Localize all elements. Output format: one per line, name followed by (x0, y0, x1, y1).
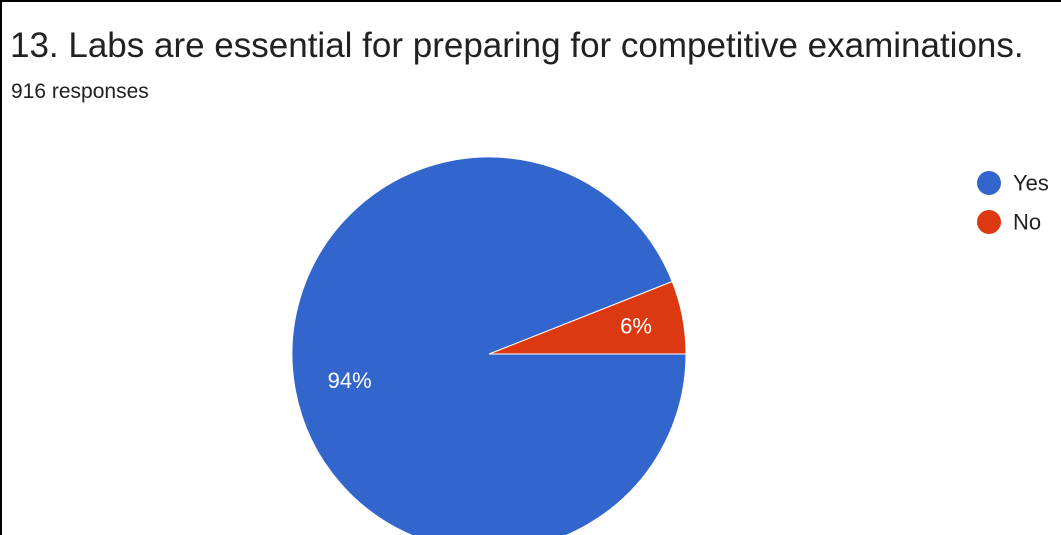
pie-slice-yes (291, 156, 687, 535)
response-count: 916 responses (11, 80, 149, 103)
legend: Yes No (977, 171, 1049, 235)
pie-label-no: 6% (620, 313, 652, 338)
legend-label-yes: Yes (1013, 171, 1049, 196)
chart-title: 13. Labs are essential for preparing for… (10, 26, 1024, 65)
pie-label-yes: 94% (328, 368, 372, 393)
pie-slices (291, 156, 687, 535)
legend-swatch-no (977, 210, 1001, 234)
pie-labels: 6% 94% (328, 313, 652, 393)
legend-label-no: No (1013, 210, 1041, 235)
legend-swatch-yes (977, 171, 1001, 195)
